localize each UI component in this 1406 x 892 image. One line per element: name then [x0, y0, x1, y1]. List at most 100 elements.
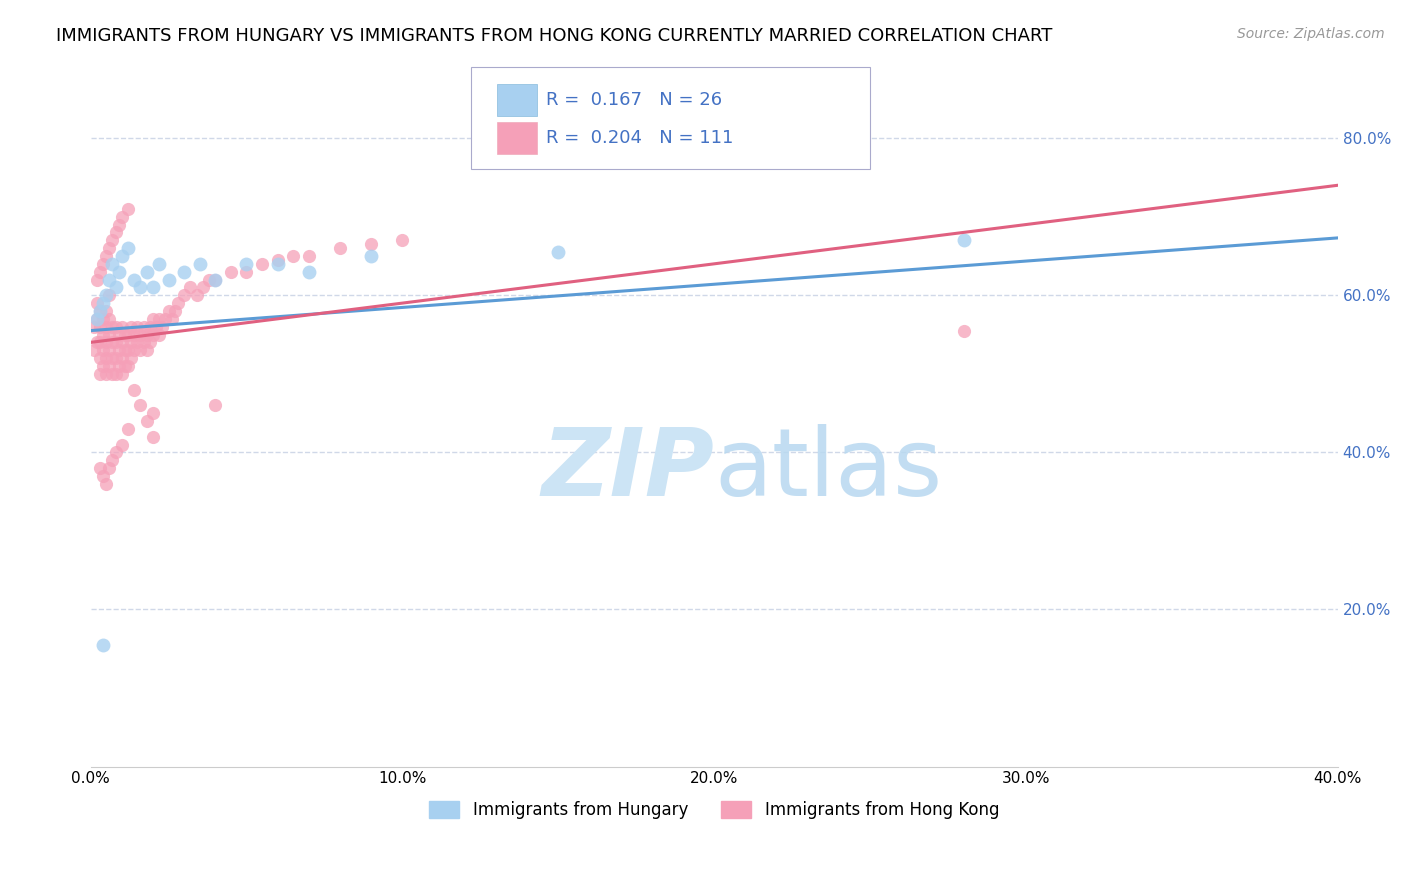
Point	[104, 319, 127, 334]
Text: R =  0.204   N = 111: R = 0.204 N = 111	[546, 129, 733, 147]
Point	[96, 288, 118, 302]
Point	[91, 638, 114, 652]
Point	[139, 335, 162, 350]
Point	[117, 422, 139, 436]
Point	[89, 304, 111, 318]
Point	[120, 351, 142, 365]
Point	[132, 319, 155, 334]
Point	[98, 327, 121, 342]
Point	[101, 335, 124, 350]
Point	[952, 324, 974, 338]
Point	[127, 335, 149, 350]
Point	[145, 319, 167, 334]
Point	[122, 272, 145, 286]
Point	[91, 257, 114, 271]
Point	[91, 296, 114, 310]
Point	[111, 210, 134, 224]
Point	[198, 272, 221, 286]
Point	[107, 218, 129, 232]
Point	[160, 311, 183, 326]
Point	[111, 319, 134, 334]
Point	[135, 327, 157, 342]
Point	[157, 272, 180, 286]
Point	[96, 351, 118, 365]
Point	[89, 461, 111, 475]
Point	[91, 343, 114, 358]
Point	[111, 367, 134, 381]
Point	[235, 265, 257, 279]
Point	[191, 280, 214, 294]
Point	[129, 398, 152, 412]
Point	[122, 383, 145, 397]
Point	[104, 335, 127, 350]
Legend: Immigrants from Hungary, Immigrants from Hong Kong: Immigrants from Hungary, Immigrants from…	[423, 794, 1005, 825]
Point	[101, 257, 124, 271]
Point	[135, 265, 157, 279]
Point	[142, 311, 165, 326]
Text: IMMIGRANTS FROM HUNGARY VS IMMIGRANTS FROM HONG KONG CURRENTLY MARRIED CORRELATI: IMMIGRANTS FROM HUNGARY VS IMMIGRANTS FR…	[56, 27, 1053, 45]
Point	[104, 280, 127, 294]
FancyBboxPatch shape	[498, 122, 537, 154]
Text: ZIP: ZIP	[541, 424, 714, 516]
Point	[89, 367, 111, 381]
Point	[360, 237, 382, 252]
Text: R =  0.167   N = 26: R = 0.167 N = 26	[546, 91, 721, 109]
Point	[89, 319, 111, 334]
Point	[101, 351, 124, 365]
Point	[89, 265, 111, 279]
Point	[86, 335, 108, 350]
Point	[114, 359, 136, 373]
Point	[360, 249, 382, 263]
Point	[98, 241, 121, 255]
Point	[283, 249, 305, 263]
Point	[120, 335, 142, 350]
Point	[86, 272, 108, 286]
Point	[86, 296, 108, 310]
Point	[117, 202, 139, 216]
Point	[179, 280, 201, 294]
Point	[129, 343, 152, 358]
Point	[155, 311, 177, 326]
Point	[96, 249, 118, 263]
Point	[132, 335, 155, 350]
Point	[104, 226, 127, 240]
Point	[104, 445, 127, 459]
Point	[122, 343, 145, 358]
Point	[391, 233, 413, 247]
Point	[142, 280, 165, 294]
Point	[148, 327, 170, 342]
Point	[122, 327, 145, 342]
Point	[173, 288, 195, 302]
Point	[98, 272, 121, 286]
Point	[148, 257, 170, 271]
Point	[114, 327, 136, 342]
Point	[186, 288, 208, 302]
Point	[142, 327, 165, 342]
Point	[952, 233, 974, 247]
Point	[111, 335, 134, 350]
Point	[89, 351, 111, 365]
Point	[114, 343, 136, 358]
Point	[98, 311, 121, 326]
Point	[142, 430, 165, 444]
Point	[107, 343, 129, 358]
FancyBboxPatch shape	[498, 84, 537, 116]
Point	[91, 359, 114, 373]
Point	[547, 245, 569, 260]
Point	[188, 257, 211, 271]
Point	[91, 327, 114, 342]
Point	[266, 252, 288, 267]
Point	[96, 319, 118, 334]
Point	[91, 311, 114, 326]
Point	[120, 319, 142, 334]
FancyBboxPatch shape	[471, 67, 870, 169]
Point	[135, 414, 157, 428]
Point	[204, 272, 226, 286]
Point	[111, 351, 134, 365]
Point	[104, 351, 127, 365]
Point	[204, 272, 226, 286]
Point	[89, 304, 111, 318]
Point	[157, 304, 180, 318]
Point	[117, 343, 139, 358]
Point	[142, 406, 165, 420]
